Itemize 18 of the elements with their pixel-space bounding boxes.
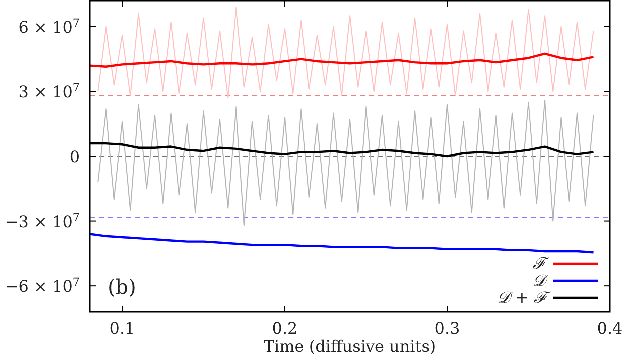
y-tick-label: 6 × 10$^{7}$ [18,16,80,37]
legend-label: 𝒟 [533,271,549,290]
x-tick-label: 0.4 [597,319,623,338]
line-series [98,6,594,99]
line-series [88,233,595,254]
y-tick-label: 3 × 10$^{7}$ [18,81,80,102]
legend-label: 𝒟 + ℱ [497,288,551,307]
x-axis-title: Time (diffusive units) [264,337,436,356]
y-tick-label: −6 × 10$^{7}$ [5,276,80,296]
y-tick-label: −3 × 10$^{7}$ [5,210,80,232]
line-series [98,100,594,226]
y-tick-label: 0 [70,148,80,166]
legend-label: ℱ [533,254,550,273]
line-series [88,52,595,68]
x-tick-label: 0.2 [272,319,298,338]
x-tick-label: 0.1 [110,319,136,338]
x-tick-label: 0.3 [434,319,460,338]
annotation: (b) [108,275,136,299]
